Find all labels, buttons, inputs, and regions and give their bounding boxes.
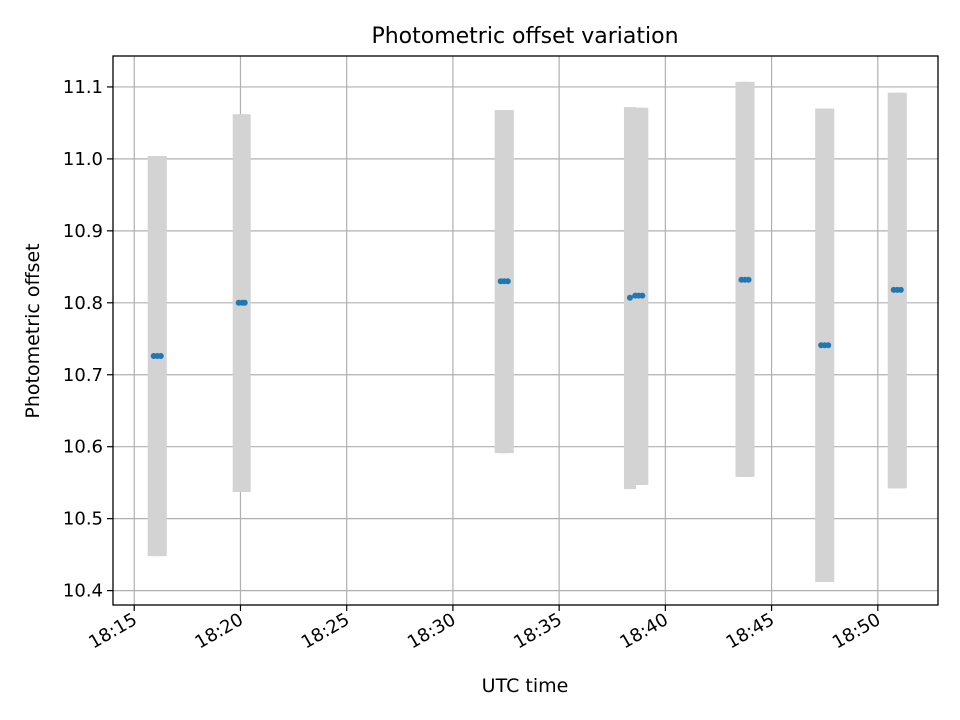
y-tick-label: 10.7 xyxy=(63,365,103,386)
data-point xyxy=(745,276,752,283)
y-tick-label: 11.0 xyxy=(63,149,103,170)
y-axis: 10.4 10.5 10.6 10.7 10.8 10.9 11.0 11.1 xyxy=(63,77,113,602)
data-points xyxy=(150,276,904,360)
y-tick-label: 10.8 xyxy=(63,293,103,314)
y-tick-label: 10.9 xyxy=(63,221,103,242)
plot-frame xyxy=(112,55,939,606)
y-tick-label: 10.4 xyxy=(63,581,103,602)
y-tick-label: 10.5 xyxy=(63,509,103,530)
data-point xyxy=(626,294,633,301)
data-point xyxy=(639,292,646,299)
y-tick-label: 10.6 xyxy=(63,437,103,458)
grid xyxy=(113,56,938,605)
y-tick-label: 11.1 xyxy=(63,77,103,98)
data-point xyxy=(241,299,248,306)
x-axis-label: UTC time xyxy=(482,675,569,697)
data-point xyxy=(157,353,164,360)
y-axis-label: Photometric offset xyxy=(22,243,44,418)
data-point xyxy=(897,286,904,293)
data-point xyxy=(825,342,832,349)
chart-title: Photometric offset variation xyxy=(371,24,678,49)
data-point xyxy=(504,278,511,285)
